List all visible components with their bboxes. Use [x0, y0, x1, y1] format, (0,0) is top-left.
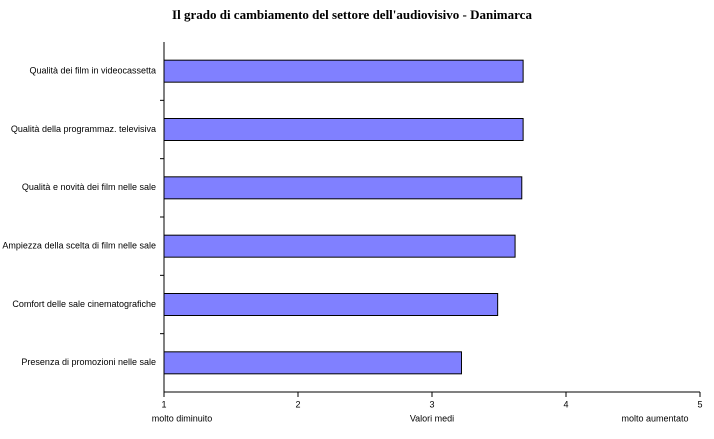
bar	[163, 351, 462, 375]
bar	[163, 176, 523, 200]
x-tick-label: 5	[697, 399, 702, 409]
bar	[163, 59, 524, 83]
annotation: molto diminuito	[152, 413, 213, 423]
y-tick-label: Ampiezza della scelta di film nelle sale	[2, 241, 156, 251]
annotation: molto aumentato	[621, 413, 688, 423]
chart-title: Il grado di cambiamento del settore dell…	[172, 7, 532, 22]
bar	[163, 234, 516, 258]
x-tick-label: 2	[295, 399, 300, 409]
y-tick-label: Qualità dei film in videocassetta	[29, 66, 156, 76]
x-axis-label: Valori medi	[410, 413, 454, 423]
y-tick-label: Comfort delle sale cinematografiche	[12, 299, 156, 309]
y-tick-label: Qualità della programmaz. televisiva	[11, 124, 156, 134]
bar	[163, 293, 499, 316]
y-tick-label: Presenza di promozioni nelle sale	[21, 357, 156, 367]
x-tick-label: 3	[429, 399, 434, 409]
x-tick-label: 4	[563, 399, 568, 409]
bar	[163, 118, 524, 141]
y-tick-label: Qualità e novità dei film nelle sale	[22, 182, 156, 192]
x-tick-label: 1	[161, 399, 166, 409]
